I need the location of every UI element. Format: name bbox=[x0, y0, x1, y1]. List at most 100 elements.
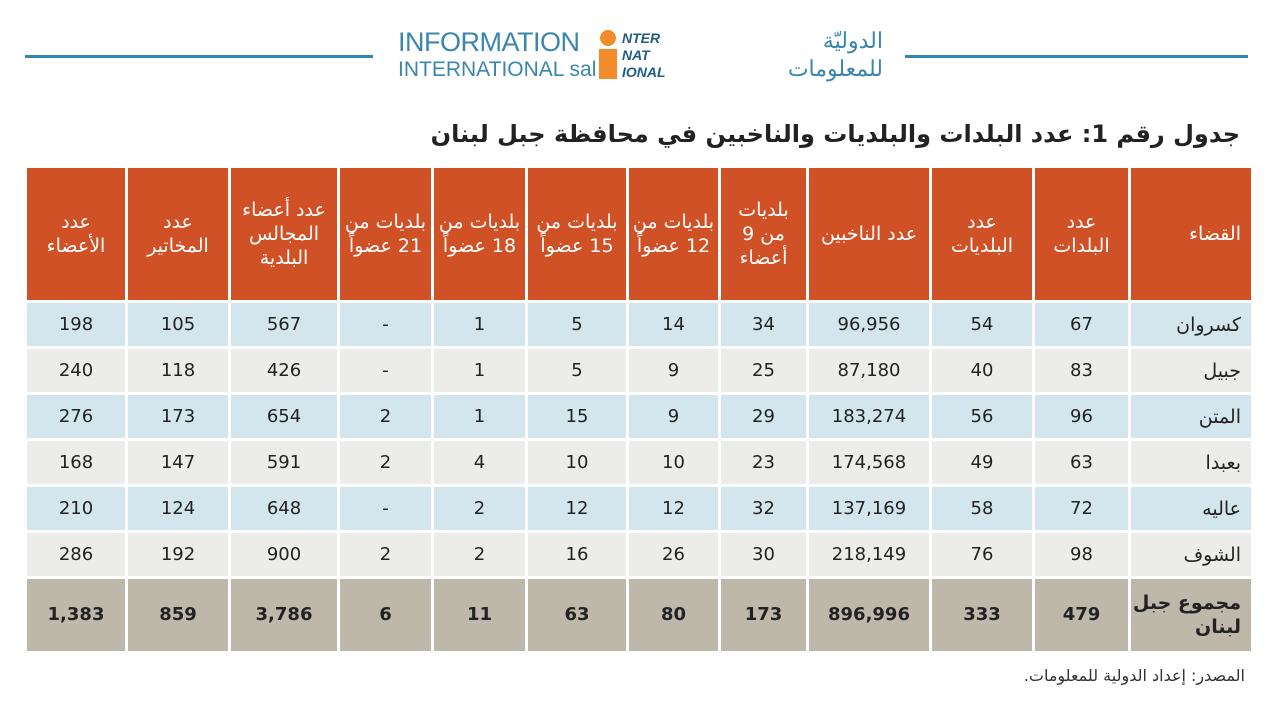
table-cell: 2 bbox=[340, 441, 431, 484]
total-cell: 11 bbox=[434, 579, 525, 651]
table-cell: 15 bbox=[528, 395, 626, 438]
table-row: جبيل 83 40 87,180 25 9 5 1-426 118 240 bbox=[27, 349, 1251, 392]
total-row: مجموع جبل لبنان 479 333 896,996 173 80 63 11 6 3,… bbox=[27, 579, 1251, 651]
table-row: كسروان 67 54 96,956 34 14 5 1-567 105 198 bbox=[27, 303, 1251, 346]
total-cell: 1,383 bbox=[27, 579, 125, 651]
table-cell: 210 bbox=[27, 487, 125, 530]
total-label: مجموع جبل لبنان bbox=[1131, 579, 1251, 651]
table-cell: 168 bbox=[27, 441, 125, 484]
total-cell: 80 bbox=[629, 579, 718, 651]
table-cell: 286 bbox=[27, 533, 125, 576]
table-cell: 173 bbox=[128, 395, 228, 438]
table-cell: 2 bbox=[434, 533, 525, 576]
table-cell: 900 bbox=[231, 533, 337, 576]
table-cell: 192 bbox=[128, 533, 228, 576]
total-cell: 896,996 bbox=[809, 579, 929, 651]
table-title: جدول رقم 1: عدد البلدات والبلديات والناخ… bbox=[430, 120, 1240, 148]
district-name: المتن bbox=[1131, 395, 1251, 438]
table-cell: 67 bbox=[1035, 303, 1128, 346]
table-cell: 1 bbox=[434, 349, 525, 392]
table-cell: 276 bbox=[27, 395, 125, 438]
data-table: القضاء عدد البلدات عدد البلديات عدد الناخبي… bbox=[24, 165, 1254, 654]
source-note: المصدر: إعداد الدولية للمعلومات. bbox=[1023, 666, 1245, 685]
table-cell: 16 bbox=[528, 533, 626, 576]
logo-line1: INFORMATION bbox=[398, 27, 580, 57]
table-cell: 56 bbox=[932, 395, 1032, 438]
table-cell: 96,956 bbox=[809, 303, 929, 346]
table-cell: 25 bbox=[721, 349, 806, 392]
column-header: القضاء bbox=[1131, 168, 1251, 300]
column-header: عدد الأعضاء bbox=[27, 168, 125, 300]
table-cell: 183,274 bbox=[809, 395, 929, 438]
table-cell: 72 bbox=[1035, 487, 1128, 530]
column-header: عدد البلديات bbox=[932, 168, 1032, 300]
header-rule-left bbox=[25, 55, 373, 58]
column-header: بلديات من 9 أعضاء bbox=[721, 168, 806, 300]
table-cell: 54 bbox=[932, 303, 1032, 346]
column-header: بلديات من 15 عضواً bbox=[528, 168, 626, 300]
table-cell: 147 bbox=[128, 441, 228, 484]
header-row: القضاء عدد البلدات عدد البلديات عدد الناخبي… bbox=[27, 168, 1251, 300]
total-cell: 6 bbox=[340, 579, 431, 651]
logo-i-icon bbox=[597, 30, 619, 80]
logo-block-line: IONAL bbox=[622, 64, 666, 80]
table-cell: 218,149 bbox=[809, 533, 929, 576]
table-cell: 2 bbox=[434, 487, 525, 530]
column-header: عدد المخاتير bbox=[128, 168, 228, 300]
logo: INFORMATION INTERNATIONAL sal NTER NAT ION… bbox=[398, 26, 898, 88]
table-cell: - bbox=[340, 303, 431, 346]
table-cell: 76 bbox=[932, 533, 1032, 576]
total-cell: 173 bbox=[721, 579, 806, 651]
table-row: الشوف 98 76 218,149 30 26 16 2 2 900 192 286 bbox=[27, 533, 1251, 576]
district-name: الشوف bbox=[1131, 533, 1251, 576]
table-cell: 32 bbox=[721, 487, 806, 530]
table-cell: 12 bbox=[528, 487, 626, 530]
logo-arabic: الدوليّة للمعلومات bbox=[683, 28, 883, 84]
table-cell: 23 bbox=[721, 441, 806, 484]
table-cell: 87,180 bbox=[809, 349, 929, 392]
table-cell: 2 bbox=[340, 533, 431, 576]
table-cell: 26 bbox=[629, 533, 718, 576]
table-cell: 240 bbox=[27, 349, 125, 392]
table-cell: 174,568 bbox=[809, 441, 929, 484]
table-cell: 63 bbox=[1035, 441, 1128, 484]
table-cell: 9 bbox=[629, 395, 718, 438]
total-cell: 3,786 bbox=[231, 579, 337, 651]
table-cell: 137,169 bbox=[809, 487, 929, 530]
table-cell: 4 bbox=[434, 441, 525, 484]
table-cell: 58 bbox=[932, 487, 1032, 530]
table-row: بعبدا 63 49 174,568 23 10 10 4 2 591 147 168 bbox=[27, 441, 1251, 484]
table-cell: 105 bbox=[128, 303, 228, 346]
table-cell: 9 bbox=[629, 349, 718, 392]
table-cell: 30 bbox=[721, 533, 806, 576]
column-header: بلديات من 21 عضواً bbox=[340, 168, 431, 300]
district-name: بعبدا bbox=[1131, 441, 1251, 484]
table-cell: 648 bbox=[231, 487, 337, 530]
table-cell: 40 bbox=[932, 349, 1032, 392]
district-name: جبيل bbox=[1131, 349, 1251, 392]
column-header: عدد البلدات bbox=[1035, 168, 1128, 300]
logo-block-line: NTER bbox=[622, 30, 661, 46]
total-cell: 479 bbox=[1035, 579, 1128, 651]
logo-line2: INTERNATIONAL sal bbox=[398, 58, 597, 81]
column-header: بلديات من 18 عضواً bbox=[434, 168, 525, 300]
table-row: عاليه 72 58 137,169 32 12 12 2-648 124 210 bbox=[27, 487, 1251, 530]
table-cell: 567 bbox=[231, 303, 337, 346]
table-cell: 14 bbox=[629, 303, 718, 346]
table-cell: 10 bbox=[629, 441, 718, 484]
table-cell: 12 bbox=[629, 487, 718, 530]
header-rule-right bbox=[905, 55, 1248, 58]
table-cell: 591 bbox=[231, 441, 337, 484]
logo-arabic-line: للمعلومات bbox=[787, 57, 883, 82]
table-cell: - bbox=[340, 349, 431, 392]
table-cell: 5 bbox=[528, 349, 626, 392]
logo-block: NTER NAT IONAL bbox=[622, 30, 666, 81]
total-cell: 63 bbox=[528, 579, 626, 651]
table-cell: 49 bbox=[932, 441, 1032, 484]
logo-arabic-line: الدوليّة bbox=[822, 29, 883, 54]
table-cell: 5 bbox=[528, 303, 626, 346]
table-cell: 426 bbox=[231, 349, 337, 392]
column-header: بلديات من 12 عضواً bbox=[629, 168, 718, 300]
table-cell: 34 bbox=[721, 303, 806, 346]
column-header: عدد الناخبين bbox=[809, 168, 929, 300]
